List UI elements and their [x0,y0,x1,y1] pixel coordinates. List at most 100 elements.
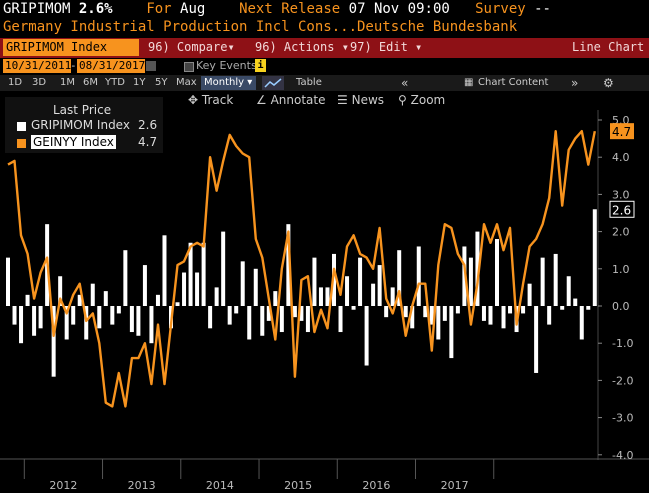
compare-label: 96) Compare [148,40,228,54]
info-icon[interactable]: i [255,59,266,72]
frequency-select[interactable]: Monthly ▾ [201,76,256,90]
frequency-value: Monthly [204,77,245,88]
bar [260,306,265,336]
gear-icon[interactable]: ⚙ [603,76,614,90]
news-icon: ☰ [337,93,348,107]
calendar-icon[interactable] [146,61,156,71]
zoom-button[interactable]: ⚲ Zoom [398,93,445,107]
bar [110,306,115,325]
pencil-icon: ∠ [256,93,267,107]
period-ytd[interactable]: YTD [105,77,125,88]
bar [410,306,415,329]
bar [182,272,187,306]
period-3d[interactable]: 3D [32,77,47,88]
bar [25,294,30,306]
period-6m[interactable]: 6M [83,77,98,88]
bar [371,283,376,306]
legend-item-value: 4.7 [138,135,158,149]
next-release-label: Next Release [239,1,341,17]
period-1m[interactable]: 1M [60,77,75,88]
bar [579,306,584,340]
y-tick-label: 4.0 [612,151,630,164]
series-line [7,130,596,408]
y-tick-label: 1.0 [612,263,630,276]
legend-item-value: 2.6 [138,118,158,132]
bar [155,294,160,306]
chevron-down-icon: ▾ [247,77,253,88]
last-value-white: 2.6 [612,203,631,217]
end-date-input[interactable]: 08/31/2017 [77,59,146,73]
plot-area [0,110,598,455]
bar [90,283,95,306]
bar [247,306,252,340]
annotate-button[interactable]: ∠ Annotate [256,93,326,107]
x-tick-label: 2016 [362,479,390,492]
y-tick-label: -1.0 [612,337,633,350]
bar [32,306,37,336]
start-date-input[interactable]: 10/31/2011 [3,59,72,73]
actions-button[interactable]: 96) Actions ▾ [255,40,349,56]
bar [84,306,89,340]
chart-tools: ✥ Track ∠ Annotate ☰ News ⚲ Zoom [180,92,460,110]
bar [527,283,532,306]
period-max[interactable]: Max [176,77,197,88]
bar [286,224,291,306]
chart-type-label[interactable]: Line Chart [572,40,645,54]
bar [201,242,206,306]
table-button[interactable]: Table [296,77,322,88]
ticker-input[interactable]: GRIPIMOM Index [3,39,139,56]
bar [547,306,552,325]
bar [475,231,480,306]
compare-button[interactable]: 96) Compare▾ [148,40,235,56]
bar [175,302,180,306]
bar [142,265,147,306]
chart-content-button[interactable]: Chart Content [478,77,549,88]
bar [508,306,513,314]
bar [149,306,154,344]
bar [279,306,284,333]
key-events-checkbox[interactable] [184,62,194,72]
bar [12,306,17,325]
x-tick-label: 2014 [206,479,234,492]
x-tick-label: 2013 [128,479,156,492]
command-bar: GRIPIMOM Index 96) Compare▾ 96) Actions … [0,38,649,58]
bar [123,250,128,306]
zoom-label: Zoom [410,93,446,107]
legend-item-name: GEINYY Index [31,135,116,149]
bar [305,306,310,333]
y-tick-label: 0.0 [612,300,630,313]
bar [71,306,76,325]
collapse-left-icon[interactable]: « [401,76,409,90]
line-chart-icon[interactable] [262,76,284,90]
news-button[interactable]: ☰ News [337,93,384,107]
period-1y[interactable]: 1Y [133,77,146,88]
key-events-label: Key Events [196,59,257,72]
x-tick-label: 2012 [49,479,77,492]
edit-button[interactable]: 97) Edit ▾ [350,40,422,56]
bar [586,306,591,310]
period-5y[interactable]: 5Y [155,77,168,88]
survey-label: Survey [475,1,526,17]
bar [58,276,63,306]
bar [540,257,545,306]
bar [358,257,363,306]
period-1d[interactable]: 1D [8,77,23,88]
last-value-white-box [609,200,635,218]
chart-canvas[interactable]: 2012 2013 2014 2015 2016 2017 -4.0 -3.0 -2.0 -1.0… [0,110,649,493]
bar [273,291,278,306]
bar [116,306,121,314]
expand-right-icon[interactable]: » [571,76,579,90]
actions-label: 96) Actions [255,40,335,54]
bar [38,306,43,329]
track-button[interactable]: ✥ Track [188,93,233,107]
bar [488,306,493,325]
for-label: For [146,1,172,17]
bar [64,306,69,340]
x-tick-label: 2015 [284,479,312,492]
bar [501,306,506,329]
bar [553,253,558,306]
bar [397,250,402,306]
bar [97,306,102,329]
y-tick-label: 2.0 [612,226,630,239]
bar [423,306,428,318]
